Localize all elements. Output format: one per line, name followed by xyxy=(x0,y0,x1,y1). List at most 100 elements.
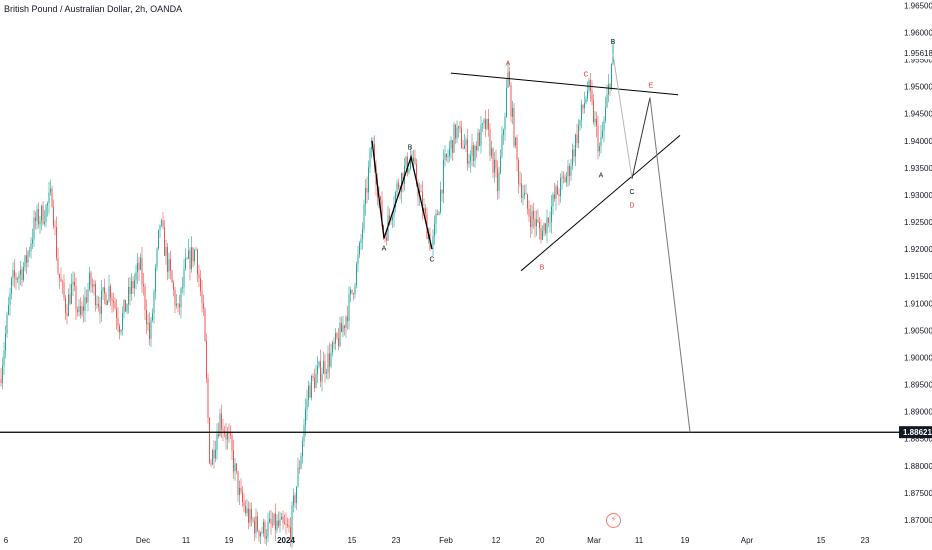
price-axis[interactable]: 1.96500 1.96000 1.95500 1.95000 1.94500 1.940… xyxy=(899,1,932,525)
candle-body xyxy=(603,120,605,132)
candle-body xyxy=(408,168,410,173)
flash-icon[interactable]: ⚡ xyxy=(606,513,621,528)
candle-body xyxy=(434,223,435,236)
candle-body xyxy=(410,157,411,169)
candle-body xyxy=(18,274,20,279)
candle-body xyxy=(270,518,272,525)
candle-body xyxy=(396,183,398,193)
candle-body xyxy=(197,249,198,275)
candle-body xyxy=(551,206,552,222)
candle-body xyxy=(251,509,252,519)
candle-body xyxy=(413,157,414,162)
candle-body xyxy=(464,144,465,149)
candle-body xyxy=(518,160,519,184)
candle-body xyxy=(216,434,218,451)
candle-body xyxy=(32,239,33,244)
candle-body xyxy=(507,71,509,88)
time-tick-label: 23 xyxy=(392,536,401,545)
candle-body xyxy=(479,132,480,146)
candle-body xyxy=(150,320,152,339)
candle-body xyxy=(513,107,515,146)
candle-body xyxy=(471,145,473,156)
candle-body xyxy=(177,303,179,305)
candle-body xyxy=(198,274,200,279)
candle-body xyxy=(435,213,437,224)
candle-body xyxy=(135,272,137,281)
candle-body xyxy=(489,129,491,156)
candle-body xyxy=(341,322,342,333)
candle-body xyxy=(561,176,563,178)
candle-body xyxy=(510,84,512,117)
wave-label-b: B xyxy=(408,145,413,152)
candle-body xyxy=(494,159,495,173)
candle-body xyxy=(120,329,122,333)
price-tick-label: 1.89500 xyxy=(904,381,932,390)
candle-body xyxy=(29,251,30,253)
candle-body xyxy=(368,167,369,193)
candle-body xyxy=(590,80,591,91)
candle-body xyxy=(366,187,368,193)
candle-body xyxy=(14,270,15,277)
candle-body xyxy=(138,262,140,270)
candle-body xyxy=(90,272,92,286)
candle-body xyxy=(519,183,521,184)
time-tick-label: 11 xyxy=(635,536,644,545)
candle-body xyxy=(240,487,242,492)
candle-body xyxy=(35,217,36,222)
candle-body xyxy=(206,341,207,379)
wave-label-a: A xyxy=(506,61,511,68)
candle-body xyxy=(302,441,303,457)
candle-body xyxy=(45,205,47,223)
candle-body xyxy=(555,186,557,199)
projection-leg-2 xyxy=(631,97,651,179)
candle-body xyxy=(69,294,71,304)
candle-body xyxy=(98,304,99,307)
candle-body xyxy=(306,399,308,409)
candle-body xyxy=(257,516,258,531)
candle-body xyxy=(312,375,314,378)
candle-body xyxy=(491,148,492,156)
candle-body xyxy=(110,286,111,298)
candle-body xyxy=(165,246,167,256)
candle-body xyxy=(129,287,131,295)
candle-body xyxy=(512,107,513,117)
wave-label-a: A xyxy=(382,246,387,253)
candle-body xyxy=(353,293,354,295)
candle-body xyxy=(320,361,321,382)
candle-body xyxy=(339,322,341,346)
candle-body xyxy=(56,227,57,259)
marker-level-badge xyxy=(899,47,932,60)
candle-body xyxy=(477,132,479,151)
candle-body xyxy=(374,144,375,167)
candle-body xyxy=(155,267,156,292)
candle-body xyxy=(450,140,452,149)
candle-body xyxy=(516,137,518,161)
candle-body xyxy=(60,278,62,282)
price-tick-label: 1.90500 xyxy=(904,326,932,335)
time-tick-label: 20 xyxy=(74,536,83,545)
candle-body xyxy=(278,520,279,526)
candle-body xyxy=(126,304,128,312)
candle-body xyxy=(564,177,566,183)
candle-body xyxy=(123,299,125,314)
candle-body xyxy=(203,303,204,309)
candle-body xyxy=(318,361,320,367)
candle-body xyxy=(609,84,611,90)
candle-body xyxy=(548,217,549,223)
candle-body xyxy=(186,258,188,260)
wave-label-c: C xyxy=(583,72,588,79)
candle-body xyxy=(131,281,132,295)
candle-body xyxy=(444,153,446,160)
candle-body xyxy=(164,227,165,256)
time-axis[interactable]: 6 20 Dec 11 19 2024 15 23 Feb 12 20 Mar 11 19 Apr 15 23 xyxy=(4,536,870,545)
candle-body xyxy=(92,285,93,287)
candle-body xyxy=(470,155,471,162)
candle-body xyxy=(221,413,222,430)
candle-body xyxy=(36,209,38,222)
candle-body xyxy=(140,257,141,270)
candle-body xyxy=(41,205,42,221)
current-level-badge xyxy=(899,426,932,439)
candle-body xyxy=(273,513,275,525)
